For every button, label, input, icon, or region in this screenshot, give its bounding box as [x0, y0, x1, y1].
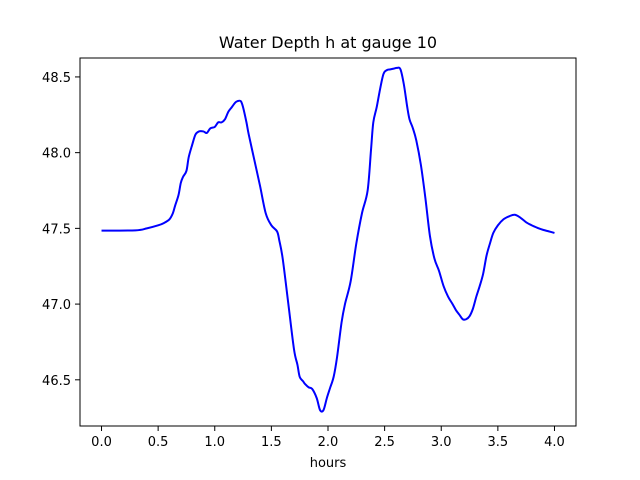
series-group [101, 66, 555, 413]
y-axis: 46.5 47.0 47.5 48.0 48.5 [42, 71, 80, 389]
y-tick-label: 47.0 [42, 298, 71, 313]
x-axis-label: hours [310, 456, 347, 471]
x-tick-label: 2.5 [374, 435, 395, 450]
chart-title: Water Depth h at gauge 10 [219, 33, 437, 52]
x-tick-label: 0.5 [148, 435, 169, 450]
x-tick-label: 1.0 [204, 435, 225, 450]
x-tick-label: 0.0 [91, 435, 112, 450]
y-tick-label: 46.5 [42, 374, 71, 389]
y-tick-label: 48.5 [42, 71, 71, 86]
series-line [101, 66, 555, 413]
plot-frame [79, 57, 577, 427]
x-tick-label: 3.0 [431, 435, 452, 450]
x-tick-label: 3.5 [488, 435, 509, 450]
plot-area [79, 57, 577, 427]
x-tick-label: 1.5 [261, 435, 282, 450]
y-tick-label: 48.0 [42, 147, 71, 162]
x-tick-label: 4.0 [544, 435, 565, 450]
x-axis: 0.0 0.5 1.0 1.5 2.0 2.5 3.0 3.5 4.0 [91, 426, 565, 450]
x-tick-label: 2.0 [318, 435, 339, 450]
y-tick-label: 47.5 [42, 222, 71, 237]
